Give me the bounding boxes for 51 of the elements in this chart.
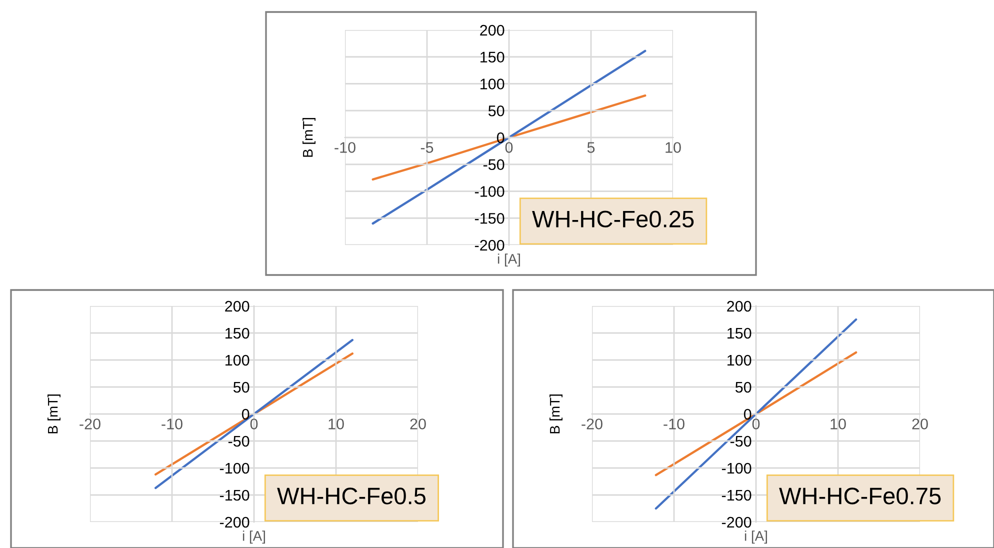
x-axis-title: i [A] [498, 254, 520, 267]
y-tick-label: 50 [233, 382, 250, 393]
x-tick-label: 10 [830, 418, 846, 430]
y-tick-label: 150 [480, 52, 504, 63]
annotation: WH-HC-Fe0.5 [277, 488, 426, 504]
y-tick-label: 50 [488, 105, 504, 116]
y-tick-label: 200 [480, 24, 504, 36]
x-tick-label: 10 [328, 418, 344, 430]
y-tick-label: -200 [220, 516, 250, 528]
x-tick-label: -20 [582, 418, 602, 430]
y-tick-label: -50 [730, 436, 752, 447]
y-tick-label: -50 [483, 159, 504, 170]
y-tick-label: 50 [735, 382, 752, 393]
y-tick-label: -200 [474, 240, 504, 251]
annotation: WH-HC-Fe0.75 [779, 488, 941, 504]
y-axis-title: B [mT] [302, 118, 316, 157]
x-tick-label: -10 [664, 418, 684, 430]
y-tick-label: 100 [480, 78, 504, 90]
x-tick-label: 20 [410, 418, 426, 430]
x-tick-label: 0 [250, 418, 258, 430]
y-tick-label: -100 [722, 462, 752, 474]
y-tick-label: 0 [242, 408, 250, 420]
x-tick-label: -5 [420, 142, 434, 153]
x-tick-label: 20 [912, 418, 928, 430]
y-tick-label: -50 [228, 436, 250, 447]
line-series [372, 94, 646, 181]
y-tick-label: -200 [722, 516, 752, 528]
y-axis-title: B [mT] [550, 394, 562, 434]
x-tick-label: 10 [666, 142, 681, 153]
x-axis-title: i [A] [744, 530, 767, 544]
y-tick-label: 100 [226, 354, 250, 366]
x-tick-label: -20 [80, 418, 100, 430]
x-tick-label: 0 [752, 418, 760, 430]
y-tick-label: 150 [728, 328, 752, 339]
y-tick-label: 0 [744, 408, 752, 420]
y-tick-label: -100 [220, 462, 250, 474]
y-tick-label: 200 [727, 300, 752, 312]
y-tick-label: -150 [474, 212, 504, 224]
x-tick-label: 5 [587, 142, 595, 153]
y-tick-label: 200 [225, 300, 250, 312]
y-tick-label: -100 [474, 186, 504, 197]
y-axis-title: B [mT] [48, 394, 60, 434]
x-tick-label: 0 [505, 142, 513, 153]
y-tick-label: -150 [220, 490, 250, 501]
y-tick-label: 150 [226, 328, 250, 339]
y-tick-label: 100 [728, 354, 752, 366]
annotation: WH-HC-Fe0.25 [532, 210, 694, 228]
x-axis-title: i [A] [242, 530, 265, 544]
x-tick-label: -10 [162, 418, 182, 430]
y-tick-label: -150 [722, 490, 752, 501]
x-tick-label: -10 [334, 142, 356, 153]
